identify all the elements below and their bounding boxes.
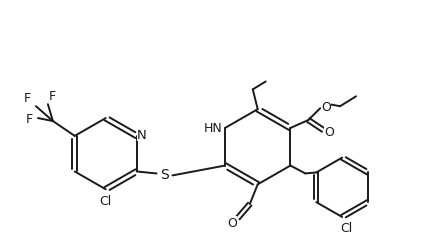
Text: HN: HN <box>204 122 222 135</box>
Text: F: F <box>48 90 55 102</box>
Text: Cl: Cl <box>340 222 352 234</box>
Text: O: O <box>324 126 334 139</box>
Text: Cl: Cl <box>100 194 112 207</box>
Text: F: F <box>23 92 31 104</box>
Text: F: F <box>25 112 32 125</box>
Text: O: O <box>321 100 331 113</box>
Text: S: S <box>160 168 169 182</box>
Text: N: N <box>137 129 146 142</box>
Text: O: O <box>227 216 237 230</box>
